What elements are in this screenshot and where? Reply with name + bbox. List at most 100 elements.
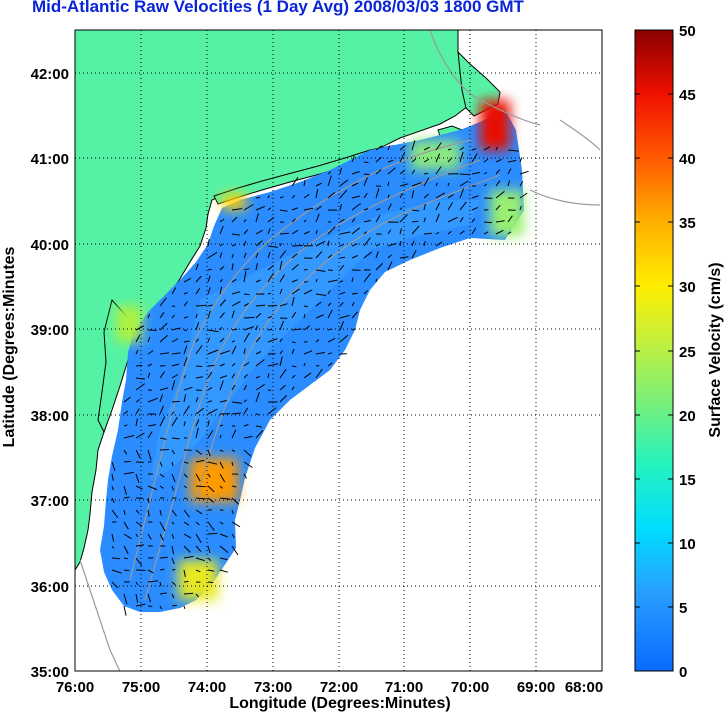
velocity-arrow [291,374,296,379]
velocity-arrow [351,203,362,211]
velocity-arrow [207,349,219,355]
velocity-arrow [195,304,207,307]
velocity-arrow [219,569,228,573]
velocity-arrow [111,509,119,519]
velocity-arrow [459,230,465,235]
velocity-arrow [195,545,202,553]
velocity-arrow [207,400,212,403]
velocity-arrow [231,497,240,505]
velocity-arrow [243,204,254,211]
velocity-arrow [339,231,351,235]
velocity-arrow [255,375,260,379]
velocity-arrow [303,372,312,379]
velocity-arrow [459,151,464,163]
velocity-arrow [171,509,177,517]
velocity-arrow [123,545,129,555]
velocity-arrow [399,207,403,211]
y-tick-label: 37:00 [31,493,69,510]
velocity-arrow [315,368,323,379]
velocity-arrow [111,497,115,504]
velocity-arrow [327,352,333,355]
velocity-arrow [183,345,188,355]
velocity-arrow [459,180,469,187]
velocity-arrow [315,213,320,223]
velocity-arrow [267,329,273,331]
colorbar-tick-label: 45 [679,87,696,104]
velocity-arrow [255,196,261,199]
velocity-arrow [471,218,476,223]
velocity-arrow [327,171,332,175]
velocity-arrow [195,473,201,482]
velocity-arrow [231,208,243,211]
velocity-arrow [423,203,426,211]
velocity-arrow [171,569,176,571]
velocity-arrow [171,581,176,586]
velocity-arrow [195,497,206,500]
velocity-arrow [159,312,165,319]
velocity-arrow [483,231,489,235]
velocity-arrow [171,400,180,403]
velocity-arrow [195,533,202,544]
velocity-arrow [219,473,226,483]
velocity-arrow [411,220,419,223]
velocity-arrow [423,172,429,175]
velocity-arrow [459,201,467,211]
velocity-arrow [279,196,284,199]
velocity-arrow [459,173,470,176]
velocity-arrow [351,155,355,163]
velocity-arrow [483,158,489,163]
velocity-arrow [159,352,170,355]
velocity-arrow [207,545,211,554]
velocity-arrow [219,533,228,538]
velocity-arrow [159,473,165,478]
velocity-arrow [183,329,188,331]
velocity-field-inner [150,200,480,480]
velocity-arrow [519,181,524,187]
y-tick-label: 40:00 [31,237,69,254]
velocity-arrow [255,325,258,331]
velocity-arrow [447,202,454,211]
colorbar-tick-label: 15 [679,472,696,489]
velocity-arrow [291,365,297,368]
velocity-arrow [411,249,417,259]
velocity-arrow [135,383,145,391]
velocity-arrow [255,252,259,259]
velocity-arrow [219,380,224,391]
velocity-arrow [483,183,488,187]
velocity-arrow [423,146,430,151]
velocity-arrow [291,253,298,259]
velocity-arrow [195,376,203,379]
velocity-arrow [351,302,355,307]
velocity-arrow [435,213,440,223]
velocity-arrow [219,218,225,223]
velocity-arrow [207,304,213,307]
velocity-arrow [399,256,409,259]
velocity-arrow [255,413,260,416]
velocity-arrow [375,169,382,175]
velocity-arrow [279,338,283,343]
velocity-arrow [207,557,212,562]
velocity-arrow [195,365,203,367]
velocity-arrow [303,305,308,308]
velocity-arrow [147,431,153,439]
velocity-arrow [195,427,199,439]
velocity-arrow [219,375,228,379]
colorbar-tick-label: 0 [679,664,687,681]
velocity-arrow [159,387,169,391]
velocity-arrow [327,309,333,319]
velocity-arrow [315,240,326,247]
velocity-arrow [171,380,176,391]
velocity-arrow [375,263,383,271]
velocity-arrow [423,240,426,247]
velocity-arrow [171,485,175,491]
velocity-arrow [267,195,270,199]
velocity-arrow [279,274,286,283]
velocity-arrow [207,287,211,295]
velocity-arrow [291,176,299,187]
velocity-arrow [147,593,152,603]
velocity-arrow [519,205,522,211]
velocity-arrow [303,362,306,367]
velocity-arrow [207,337,211,343]
velocity-arrow [327,337,336,343]
velocity-arrow [279,368,287,379]
